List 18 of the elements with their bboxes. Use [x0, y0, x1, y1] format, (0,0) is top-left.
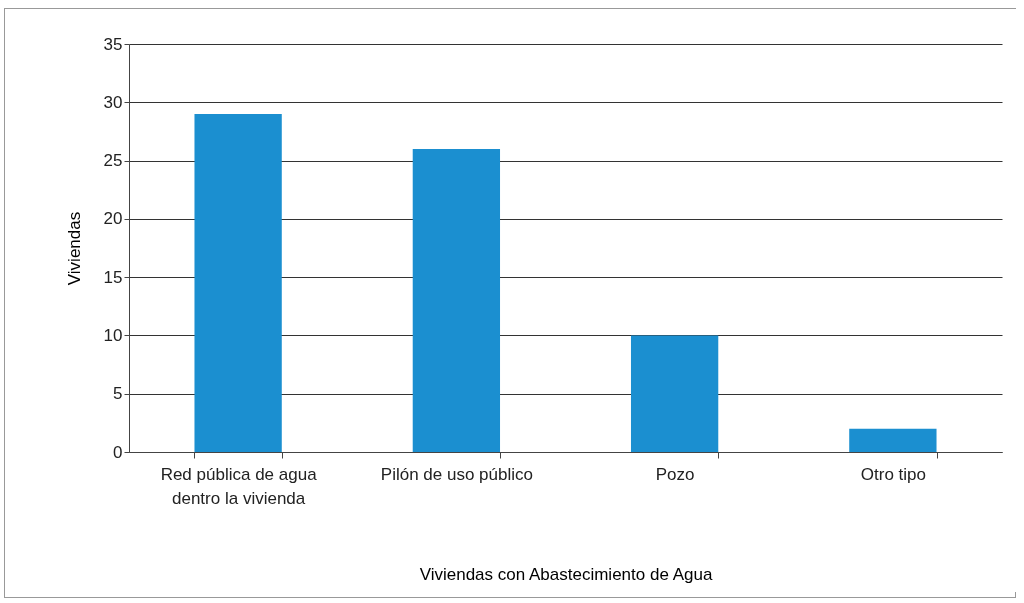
x-tick-label: Otro tipo	[860, 464, 926, 484]
bar	[849, 428, 937, 452]
bar	[630, 335, 719, 452]
y-tick-label: 25	[103, 151, 123, 171]
x-axis-title: Viviendas con Abastecimiento de Agua	[419, 564, 713, 584]
bar	[412, 148, 501, 452]
bar	[194, 113, 282, 452]
y-tick-label: 5	[113, 384, 123, 404]
x-tick-label: Red pública de agua dentro la vivienda	[160, 464, 318, 508]
y-tick-label: 10	[103, 325, 123, 345]
y-tick-label: 20	[103, 209, 123, 229]
y-tick-label: 30	[103, 92, 123, 112]
y-tick-label: 35	[103, 34, 123, 54]
y-tick-label: 0	[113, 442, 123, 462]
y-axis-title: Viviendas	[64, 211, 84, 286]
x-tick-label: Pilón de uso público	[380, 464, 533, 484]
y-tick-label: 15	[103, 267, 123, 287]
x-tick-label: Pozo	[655, 464, 695, 484]
